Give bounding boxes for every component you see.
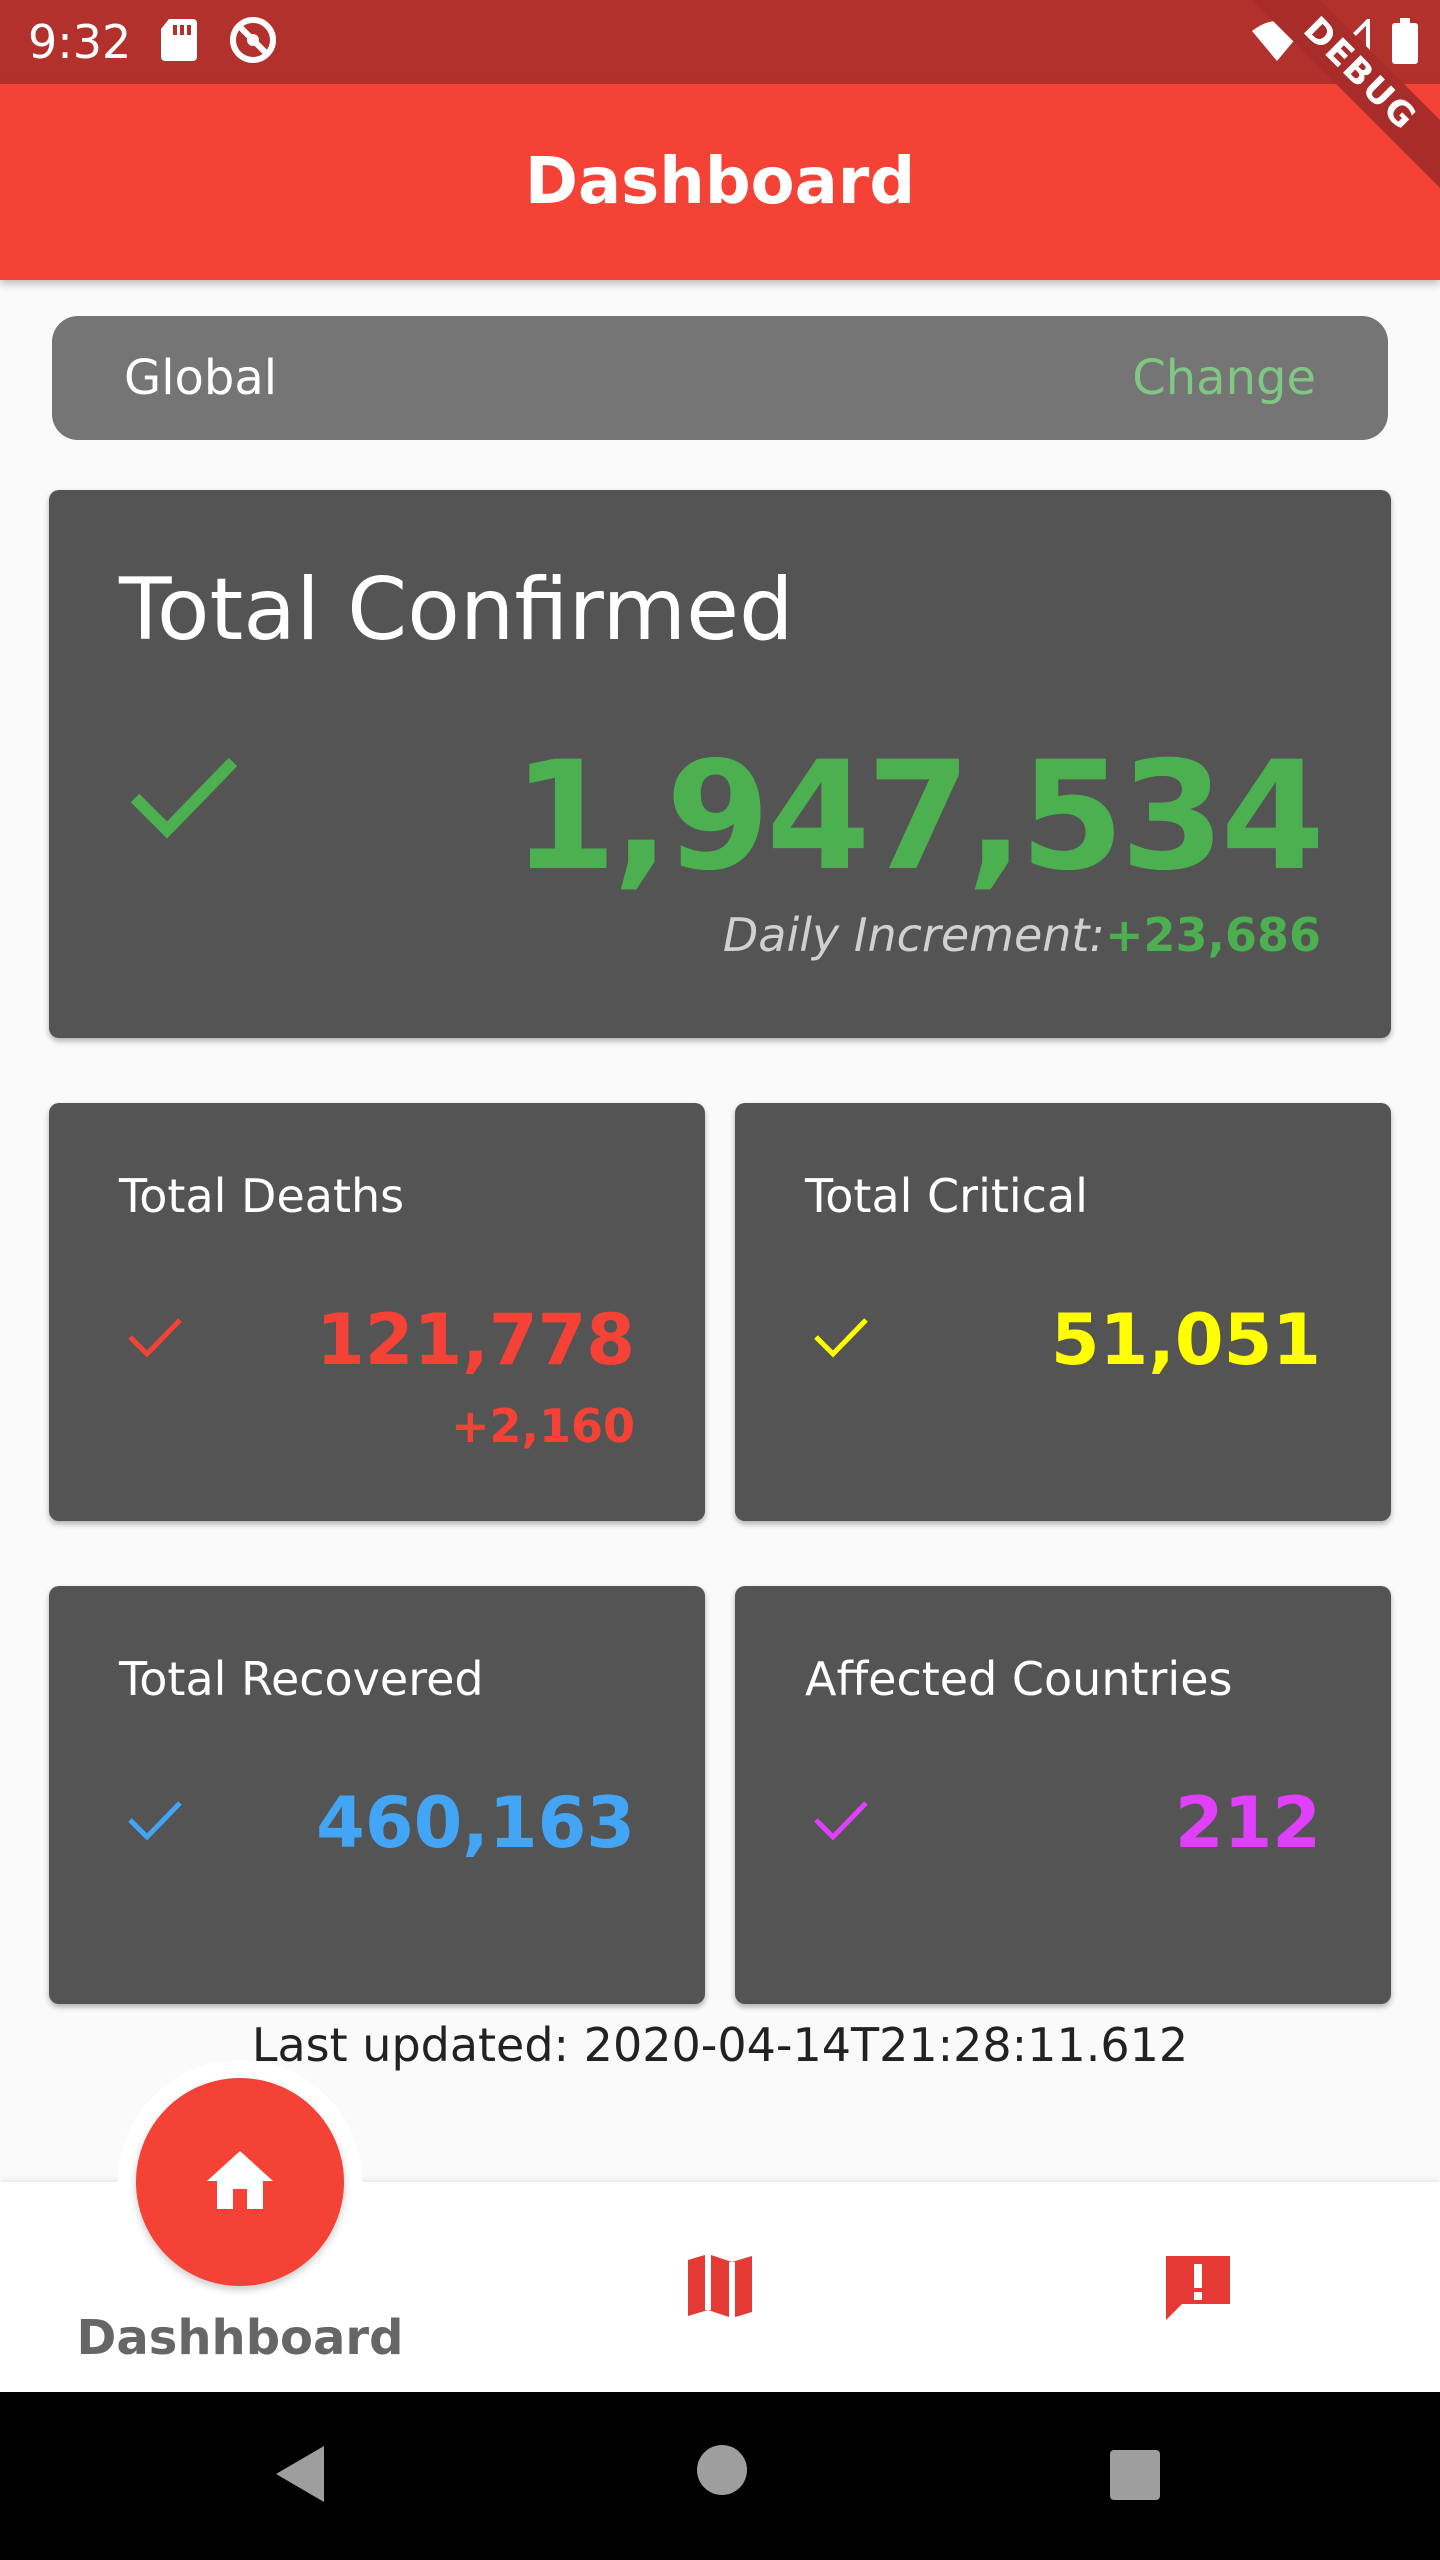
sd-card-icon [159,17,199,68]
total-deaths-increment: +2,160 [450,1399,635,1453]
total-confirmed-title: Total Confirmed [119,560,794,660]
status-time: 9:32 [28,15,132,69]
nav-alerts-button[interactable] [1160,2250,1236,2331]
check-icon [127,1798,183,1847]
change-region-button[interactable]: Change [1132,350,1316,406]
alert-message-icon [1160,2256,1236,2330]
back-icon[interactable] [272,2442,328,2511]
system-navigation-bar [0,2392,1440,2560]
status-bar: 9:32 [0,0,1440,84]
total-critical-card: Total Critical 51,051 [735,1103,1391,1521]
check-icon [129,752,239,847]
nav-dashboard-button[interactable] [136,2078,344,2286]
check-icon [127,1315,183,1364]
total-deaths-title: Total Deaths [119,1169,405,1223]
total-recovered-card: Total Recovered 460,163 [49,1586,705,2004]
total-critical-title: Total Critical [805,1169,1088,1223]
home-icon [205,2149,275,2216]
check-icon [813,1315,869,1364]
affected-countries-value: 212 [1174,1782,1321,1864]
map-icon [684,2254,756,2326]
total-deaths-value: 121,778 [316,1299,635,1381]
total-critical-value: 51,051 [1050,1299,1321,1381]
app-bar: Dashboard [0,84,1440,280]
sync-icon [227,14,279,71]
recents-icon[interactable] [1108,2448,1162,2507]
nav-dashboard-label[interactable]: Dashhboard [76,2310,404,2366]
affected-countries-card: Affected Countries 212 [735,1586,1391,2004]
daily-increment-label: Daily Increment: [722,908,1105,962]
total-deaths-card: Total Deaths 121,778 +2,160 [49,1103,705,1521]
affected-countries-title: Affected Countries [805,1652,1233,1706]
region-name: Global [124,350,278,406]
page-title: Dashboard [524,145,916,219]
total-confirmed-card: Total Confirmed 1,947,534 Daily Incremen… [49,490,1391,1038]
total-recovered-title: Total Recovered [119,1652,484,1706]
last-updated-text: Last updated: 2020-04-14T21:28:11.612 [251,2018,1189,2072]
battery-icon [1392,18,1418,69]
daily-increment-value: +23,686 [1104,908,1321,962]
nav-map-button[interactable] [684,2250,756,2327]
check-icon [813,1798,869,1847]
total-confirmed-value: 1,947,534 [512,730,1325,904]
region-selector: Global Change [52,316,1388,440]
total-recovered-value: 460,163 [316,1782,635,1864]
home-circle-icon[interactable] [694,2442,750,2503]
daily-increment: Daily Increment:+23,686 [723,908,1321,962]
